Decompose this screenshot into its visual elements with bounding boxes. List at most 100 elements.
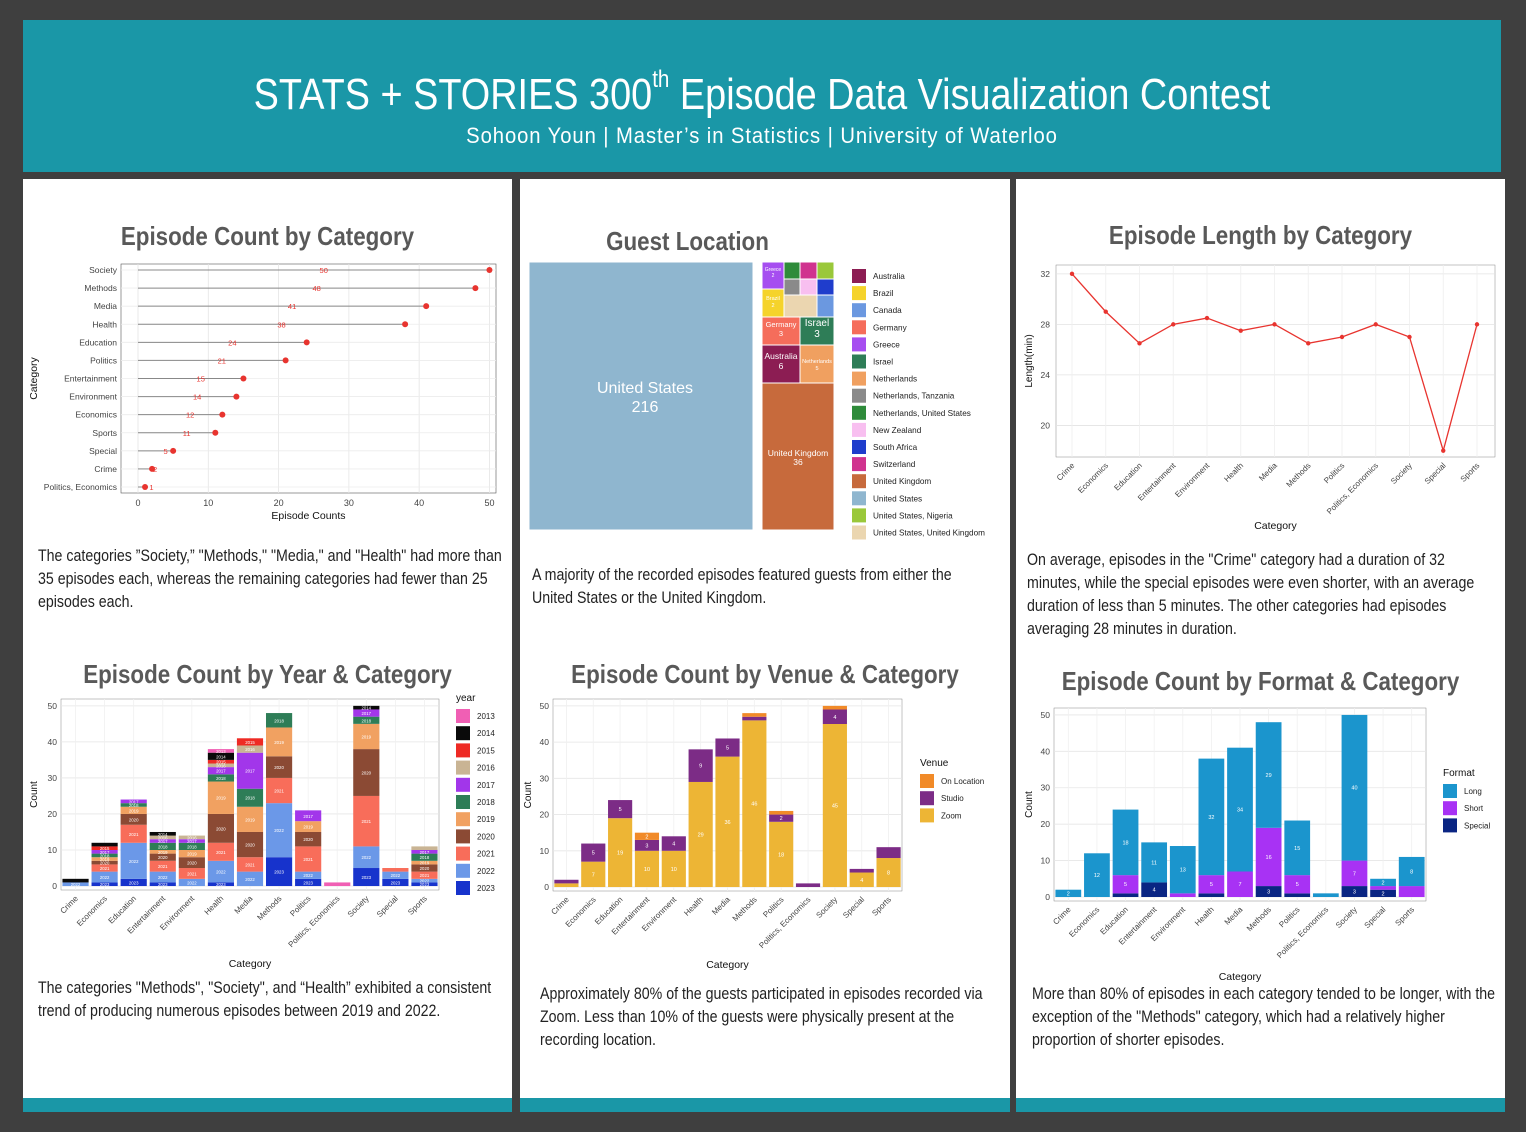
bar-label: 8	[1410, 870, 1413, 876]
tile-label: 2	[772, 273, 775, 279]
bar-label: 9	[699, 764, 702, 770]
x-tick-label: Sports	[1393, 905, 1416, 928]
bar-segment	[91, 849, 118, 854]
bar-segment	[1198, 893, 1225, 897]
value-label: 2	[153, 465, 157, 474]
bar-label: 2022	[274, 828, 284, 833]
bar-segment	[62, 878, 89, 883]
bar-label: 2017	[158, 839, 168, 844]
bar-label: 2015	[216, 760, 226, 765]
bar-segment	[120, 878, 147, 887]
tile-label: Australia	[764, 351, 797, 361]
bar-segment	[715, 756, 740, 888]
y-tick-label: Crime	[94, 464, 117, 474]
legend-label: New Zealand	[873, 426, 922, 435]
bar-label: 2019	[245, 817, 255, 822]
subtitle: Sohoon Youn | Master’s in Statistics | U…	[466, 123, 1058, 148]
bar-segment	[1112, 875, 1139, 894]
treemap-tile	[816, 278, 835, 296]
y-tick-label: 24	[1041, 370, 1051, 380]
bar-label: 2018	[100, 853, 110, 858]
x-tick-label: Methods	[1285, 461, 1313, 489]
bar-label: 36	[724, 820, 730, 826]
legend-label: United States, Nigeria	[873, 511, 953, 520]
bar-segment	[236, 788, 264, 807]
bar-label: 2017	[362, 711, 372, 716]
legend-swatch	[456, 812, 470, 827]
legend-swatch	[852, 491, 866, 506]
chart-title-year: Episode Count by Year & Category	[83, 659, 452, 689]
bar-segment	[742, 716, 767, 721]
y-tick-label: 50	[48, 701, 58, 711]
bar-label: 10	[644, 867, 650, 873]
x-axis-label: Episode Counts	[271, 510, 345, 522]
x-tick-label: Politics, Economics	[757, 895, 812, 950]
bar-label: 2017	[420, 850, 430, 855]
x-tick-label: 0	[135, 498, 140, 508]
value-label: 14	[193, 393, 201, 402]
bar-label: 2018	[187, 844, 197, 849]
bar-label: 2018	[245, 796, 255, 801]
bar-segment	[849, 868, 874, 873]
bar-label: 2020	[216, 826, 226, 831]
bar-label: 4	[833, 715, 836, 721]
bar-segment	[91, 857, 118, 861]
bar-segment	[1055, 889, 1082, 897]
legend-label: Netherlands, United States	[873, 409, 971, 418]
x-tick-label: Society	[814, 895, 839, 920]
caption-length: On average, episodes in the "Crime" cate…	[1027, 551, 1475, 638]
x-tick-label: Methods	[731, 895, 759, 923]
bar-segment	[715, 738, 740, 757]
bar-segment	[236, 806, 264, 832]
data-point	[1069, 271, 1075, 277]
bar-segment	[207, 774, 235, 782]
bar-label: 4	[860, 878, 863, 884]
bar-segment	[1198, 875, 1225, 894]
bar-label: 7	[1353, 871, 1356, 877]
bar-segment	[1312, 893, 1339, 897]
bar-segment	[822, 723, 847, 888]
tile-label: 36	[793, 457, 803, 467]
legend-swatch	[920, 808, 934, 823]
bar-label: 2022	[216, 870, 226, 875]
bar-segment	[1398, 856, 1425, 887]
bar-segment	[91, 864, 118, 872]
bar-segment	[411, 882, 438, 887]
y-tick-label: Politics	[90, 355, 117, 365]
x-tick-label: 20	[274, 498, 284, 508]
bar-segment	[265, 727, 293, 757]
bar-segment	[178, 835, 205, 840]
header-banner: STATS + STORIES 300th Episode Data Visua…	[23, 20, 1501, 172]
y-tick-label: 40	[1041, 746, 1051, 756]
bar-segment	[634, 832, 660, 840]
bar-label: 29	[698, 832, 704, 838]
bar-label: 2018	[362, 718, 372, 723]
data-point	[1441, 448, 1446, 453]
treemap-tile	[816, 294, 835, 318]
legend-label: Zoom	[941, 811, 962, 820]
bar-segment	[1084, 853, 1110, 897]
caption-location: A majority of the recorded episodes feat…	[532, 566, 952, 607]
bar-segment	[324, 882, 351, 887]
bar-label: 2023	[129, 880, 139, 885]
lollipop-point	[219, 411, 226, 418]
x-tick-label: 40	[414, 498, 424, 508]
bar-label: 2017	[216, 769, 226, 774]
bar-segment	[295, 871, 322, 879]
bar-label: 2	[645, 834, 648, 840]
tile-label: 3	[814, 329, 820, 340]
bar-segment	[120, 824, 147, 843]
bar-label: 2023	[303, 880, 313, 885]
y-tick-label: Sports	[92, 428, 117, 438]
bar-segment	[91, 842, 118, 847]
legend-swatch	[852, 440, 866, 454]
x-tick-label: 50	[484, 498, 494, 508]
legend-swatch	[456, 863, 470, 878]
bar-label: 2016	[187, 835, 197, 840]
bar-segment	[91, 860, 118, 865]
legend-label: Australia	[873, 272, 905, 281]
bar-segment	[353, 716, 380, 724]
bar-segment	[207, 813, 235, 843]
legend-swatch	[852, 337, 866, 352]
legend-swatch	[456, 881, 470, 895]
